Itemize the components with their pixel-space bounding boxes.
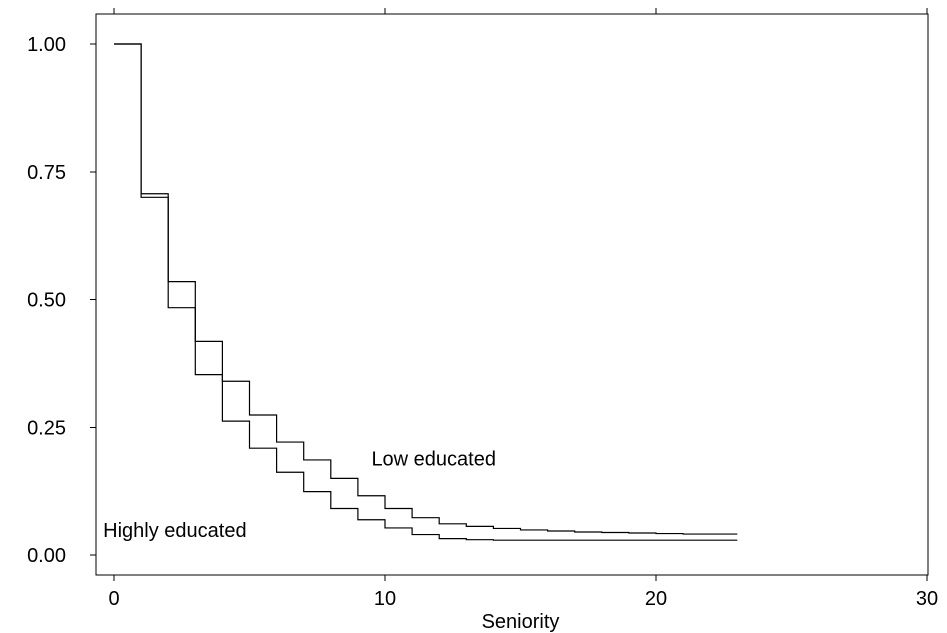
series-layer: [114, 43, 738, 541]
y-tick-label-1.00: 1.00: [27, 34, 66, 56]
y-tick-label-0.75: 0.75: [27, 162, 66, 184]
series-line-low-educated: [114, 43, 738, 535]
annotation-layer: Low educated Highly educated: [103, 449, 496, 543]
annotation-highly-educated: Highly educated: [103, 520, 246, 542]
y-tick-label-0.25: 0.25: [27, 417, 66, 439]
x-tick-label-10: 10: [374, 588, 396, 610]
x-tick-label-30: 30: [916, 588, 938, 610]
x-tick-label-0: 0: [108, 588, 119, 610]
x-axis-title: Seniority: [482, 611, 560, 633]
x-tick-label-20: 20: [645, 588, 667, 610]
y-tick-label-0.50: 0.50: [27, 290, 66, 312]
annotation-low-educated: Low educated: [371, 449, 496, 471]
plot-frame: [95, 13, 929, 576]
axis-ticks: 0 10 20 30 0.00 0.25 0.50 0.75 1.00: [27, 8, 938, 610]
series-line-highly-educated: [114, 43, 738, 541]
y-tick-label-0.00: 0.00: [27, 545, 66, 567]
plot-border: [95, 13, 929, 576]
